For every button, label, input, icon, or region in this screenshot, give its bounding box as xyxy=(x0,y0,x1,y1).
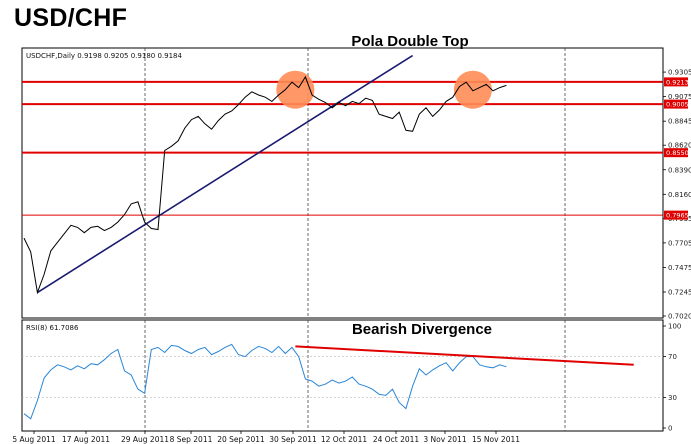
price-y-tick-label: 0.8160 xyxy=(668,191,691,199)
double-top-circle xyxy=(276,70,315,109)
double-top-highlights xyxy=(276,70,492,109)
price-y-tick-label: 0.8620 xyxy=(668,142,691,150)
vertical-gridlines xyxy=(22,48,663,431)
level-label: 0.9005 xyxy=(666,101,689,109)
price-chart-frame xyxy=(21,47,664,319)
x-tick-label: 30 Sep 2011 xyxy=(269,435,317,444)
level-label: 0.7965 xyxy=(666,212,689,220)
level-label: 0.8550 xyxy=(666,149,689,157)
level-label-box xyxy=(664,148,688,158)
divergence-line xyxy=(295,345,634,366)
x-tick-label: 5 Aug 2011 xyxy=(12,435,55,444)
level-label-box xyxy=(664,210,688,220)
rsi-chart-frame xyxy=(21,319,664,432)
double-top-circle xyxy=(453,70,492,109)
price-y-tick-label: 0.9305 xyxy=(668,69,691,77)
x-tick-label: 3 Nov 2011 xyxy=(423,435,466,444)
rsi-y-tick-label: 70 xyxy=(668,353,677,361)
page-title: USD/CHF xyxy=(14,4,128,32)
x-tick-label: 17 Aug 2011 xyxy=(62,435,110,444)
rsi-y-tick-label: 30 xyxy=(668,394,677,402)
x-tick-label: 8 Sep 2011 xyxy=(170,435,213,444)
price-y-tick-label: 0.8845 xyxy=(668,118,691,126)
x-tick-label: 20 Sep 2011 xyxy=(217,435,265,444)
rsi-chart-title: Bearish Divergence xyxy=(352,321,492,338)
y-axis-ticks: 0.9305 0.9075 0.8845 0.8620 0.8390 0.8160 0.79… xyxy=(663,69,691,433)
x-tick-label: 29 Aug 2011 xyxy=(121,435,169,444)
price-chart-title: Pola Double Top xyxy=(351,33,468,50)
x-tick-label: 12 Oct 2011 xyxy=(321,435,368,444)
rsi-series xyxy=(23,343,507,420)
trendline-segment xyxy=(36,54,414,294)
divergence-segment xyxy=(295,345,634,366)
price-y-tick-label: 0.9075 xyxy=(668,93,691,101)
x-tick-label: 15 Nov 2011 xyxy=(472,435,520,444)
x-tick-label: 24 Oct 2011 xyxy=(373,435,420,444)
price-y-tick-label: 0.7245 xyxy=(668,288,691,296)
level-label-box xyxy=(664,77,688,87)
price-y-tick-label: 0.7020 xyxy=(668,313,691,321)
price-y-tick-label: 0.8390 xyxy=(668,166,691,174)
level-labels: 0.9213 0.9005 0.8550 0.7965 xyxy=(664,77,689,220)
price-line xyxy=(23,75,507,295)
price-y-tick-label: 0.7475 xyxy=(668,264,691,272)
price-info-label: USDCHF,Daily 0.9198 0.9205 0.9180 0.9184 xyxy=(26,52,182,60)
rsi-info-label: RSI(8) 61.7086 xyxy=(26,324,79,332)
rsi-line xyxy=(23,343,507,420)
x-axis-ticks: 5 Aug 2011 17 Aug 2011 29 Aug 2011 8 Sep 20… xyxy=(12,431,520,444)
price-series xyxy=(23,75,507,295)
price-y-tick-label: 0.7705 xyxy=(668,239,691,247)
level-label: 0.9213 xyxy=(666,78,689,86)
level-label-box xyxy=(664,99,688,109)
trendline xyxy=(36,54,414,294)
rsi-y-tick-label: 100 xyxy=(668,323,681,331)
rsi-y-tick-label: 0 xyxy=(668,425,672,433)
